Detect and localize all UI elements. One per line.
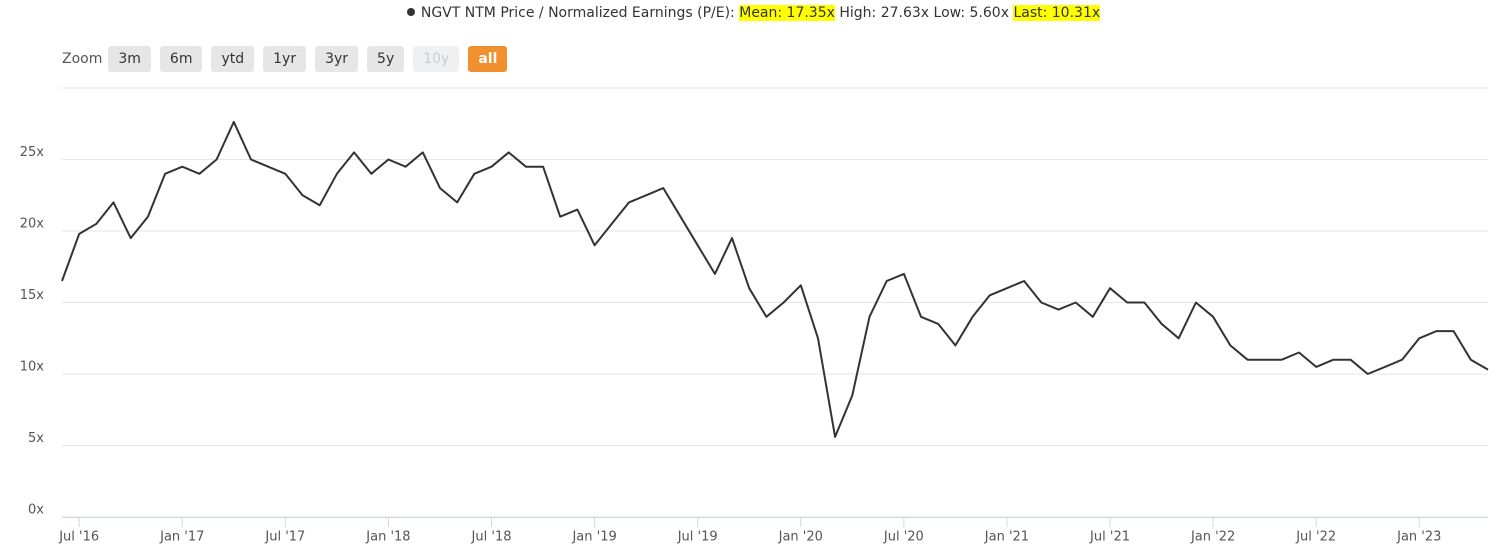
zoom-button[interactable]: 3m [108,46,151,72]
x-tick-label: Jul '22 [1295,530,1336,545]
x-tick-label: Jan '21 [984,530,1029,545]
x-tick-label: Jan '17 [159,530,204,545]
legend-low: Low: 5.60x [933,5,1009,21]
zoom-bar: Zoom 3m 6m ytd 1yr 3yr 5y 10y all [62,46,516,72]
zoom-button[interactable]: 5y [367,46,405,72]
zoom-label: Zoom [62,51,103,67]
x-tick-label: Jul '20 [883,530,924,545]
x-tick-label: Jul '17 [264,530,305,545]
legend-high: High: 27.63x [839,5,930,21]
legend-marker [406,8,415,16]
x-tick-label: Jan '20 [778,530,823,545]
x-tick-label: Jul '16 [58,530,99,545]
legend: NGVT NTM Price / Normalized Earnings (P/… [0,5,1507,21]
zoom-button[interactable]: all [468,46,508,72]
legend-label: NGVT NTM Price / Normalized Earnings (P/… [420,5,735,21]
y-tick-label: 20x [20,217,45,232]
y-tick-label: 15x [20,288,45,303]
zoom-button[interactable]: 6m [159,46,203,72]
y-tick-label: 0x [28,503,44,518]
x-tick-label: Jan '22 [1190,530,1235,545]
y-tick-label: 25x [20,145,45,160]
x-tick-label: Jul '18 [471,530,512,545]
y-tick-label: 5x [28,431,44,446]
x-tick-label: Jan '23 [1396,530,1441,545]
x-tick-label: Jan '19 [571,530,616,545]
zoom-button[interactable]: 3yr [315,46,359,72]
x-tick-label: Jul '21 [1089,530,1130,545]
legend-mean: Mean: 17.35x [739,5,835,21]
zoom-button[interactable]: 1yr [263,46,307,72]
zoom-button: 10y [413,46,460,72]
zoom-button[interactable]: ytd [211,46,255,72]
y-tick-label: 10x [20,360,45,375]
series-line [61,120,1489,438]
x-tick-label: Jul '19 [677,530,718,545]
x-tick-label: Jan '18 [365,530,410,545]
legend-last: Last: 10.31x [1013,5,1101,21]
